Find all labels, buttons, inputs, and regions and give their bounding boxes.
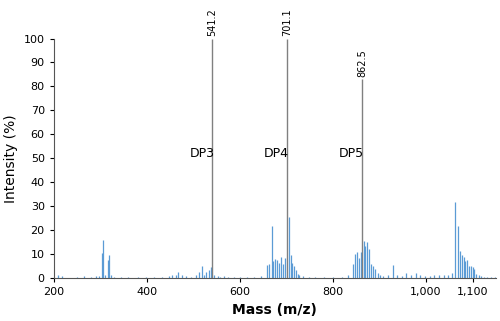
Text: DP5: DP5: [338, 147, 363, 160]
Text: 862.5: 862.5: [357, 49, 367, 77]
Text: DP4: DP4: [264, 147, 289, 160]
Text: 541.2: 541.2: [208, 8, 218, 36]
Text: 701.1: 701.1: [282, 8, 292, 36]
X-axis label: Mass (m/z): Mass (m/z): [232, 303, 317, 317]
Y-axis label: Intensity (%): Intensity (%): [4, 114, 18, 203]
Text: DP3: DP3: [190, 147, 214, 160]
